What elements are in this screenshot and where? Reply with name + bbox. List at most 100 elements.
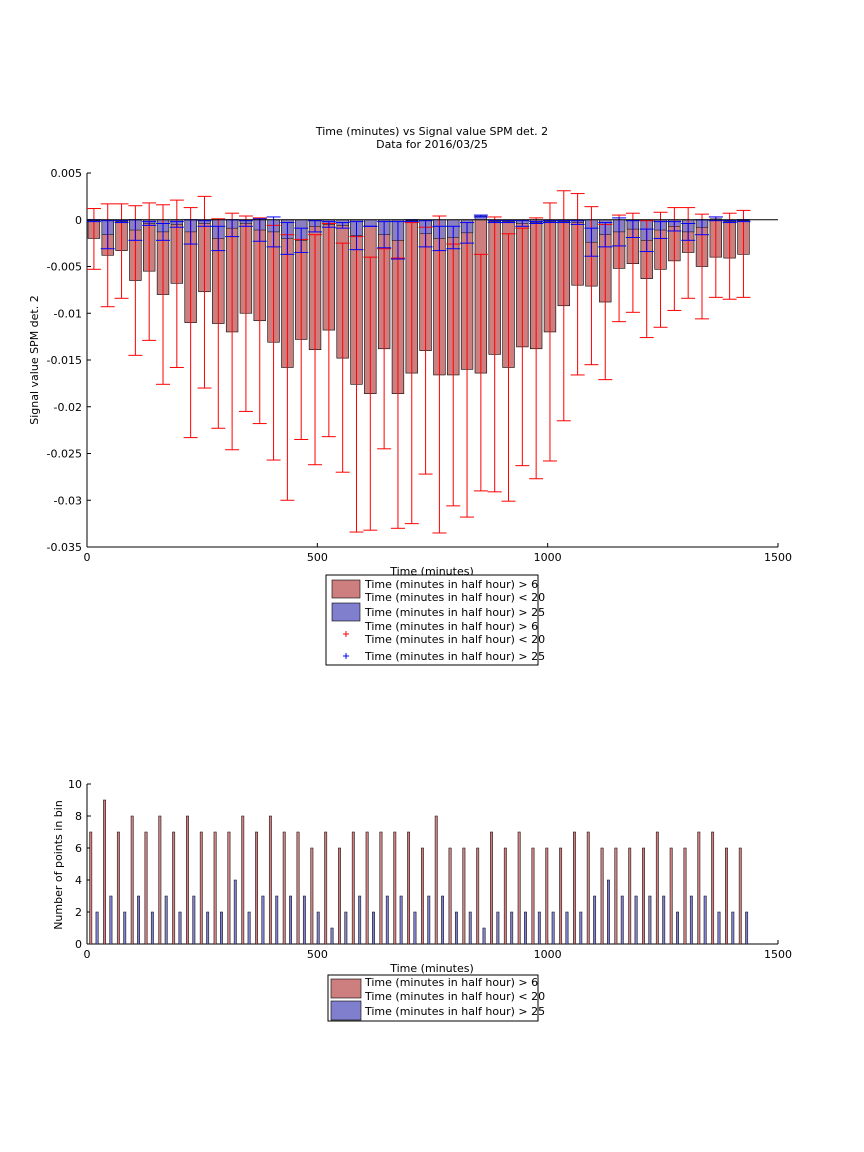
signal-blue-errorbar (722, 220, 737, 224)
signal-blue-errorbar (377, 221, 392, 249)
signal-red-errorbar (252, 217, 267, 425)
count-red-bar (490, 831, 493, 945)
count-chart-y-tick-label: 8 (75, 810, 82, 823)
signal-chart-y-tick-label: 0.005 (51, 167, 83, 180)
legend-label-red-bar-line1: Time (minutes in half hour) > 6 (364, 578, 538, 591)
signal-red-errorbar (681, 207, 696, 299)
signal-chart-legend: Time (minutes in half hour) > 6 Time (mi… (325, 574, 545, 666)
count-blue-bar (233, 879, 237, 945)
signal-blue-errorbar (418, 220, 433, 248)
legend-label-blue-plus: Time (minutes in half hour) > 25 (364, 650, 545, 663)
count-red-bar (158, 815, 162, 945)
count-red-bar (407, 831, 411, 945)
signal-red-errorbar (183, 207, 198, 439)
count-blue-bar (689, 895, 693, 945)
count-blue-bar (510, 911, 514, 945)
signal-red-errorbar (736, 209, 751, 298)
count-blue-bar (164, 895, 168, 945)
signal-chart-y-tick-label: -0.02 (54, 401, 82, 414)
signal-chart-y-axis-label: Signal value SPM det. 2 (28, 295, 41, 425)
count-red-bar (531, 847, 535, 945)
signal-blue-errorbar (252, 218, 267, 242)
count-red-bar (199, 831, 203, 945)
signal-chart-x-tick-label: 0 (84, 551, 91, 564)
signal-red-errorbar (722, 212, 737, 300)
count-red-bar (586, 831, 590, 945)
count-blue-bar (247, 911, 251, 945)
signal-red-errorbar (487, 216, 502, 493)
signal-blue-errorbar (211, 225, 226, 252)
legend-red-plus-marker (343, 631, 349, 637)
signal-red-errorbar (197, 195, 212, 389)
count-red-bar (379, 831, 383, 945)
count-blue-bar (358, 895, 362, 945)
count-chart-legend: Time (minutes in half hour) > 6 Time (mi… (327, 974, 545, 1022)
count-red-bar (503, 847, 507, 945)
signal-red-errorbar (335, 242, 350, 473)
count-chart-y-tick-label: 10 (68, 778, 82, 791)
count-blue-bar (372, 911, 375, 945)
signal-red-errorbar (432, 215, 447, 534)
count-blue-bar (399, 895, 403, 945)
legend-swatch-red-bar (331, 579, 361, 599)
signal-red-errorbar (377, 248, 392, 450)
signal-red-errorbar (363, 256, 378, 531)
count-red-bar (545, 847, 549, 945)
signal-blue-errorbar (335, 222, 350, 229)
count-red-bar (462, 847, 466, 945)
signal-blue-errorbar (473, 214, 488, 218)
count-blue-bar (607, 879, 610, 945)
signal-red-errorbar (238, 215, 253, 412)
count-chart-x-tick-label: 1500 (764, 948, 792, 961)
count-chart-y-tick-label: 6 (75, 842, 82, 855)
signal-chart-x-tick-label: 1000 (534, 551, 562, 564)
count-blue-bar (593, 895, 597, 945)
signal-blue-errorbar (681, 222, 696, 241)
signal-red-errorbar (114, 203, 129, 299)
signal-blue-errorbar (390, 221, 405, 260)
count-blue-bar (192, 895, 196, 945)
signal-red-errorbar (529, 217, 544, 480)
count-red-bar (393, 831, 397, 945)
count-blue-bar (330, 927, 334, 945)
legend-label-red-plus-line2: Time (minutes in half hour) < 20 (364, 633, 545, 646)
count-blue-bar (178, 911, 182, 945)
signal-chart-y-tick-label: -0.015 (47, 354, 82, 367)
count-chart-x-tick-label: 1000 (534, 948, 562, 961)
count-chart-x-tick-label: 0 (84, 948, 91, 961)
count-red-bar (434, 815, 438, 945)
count-blue-bar (468, 911, 472, 945)
signal-red-errorbar (501, 233, 516, 502)
count-blue-bar (524, 911, 527, 945)
count-red-bar (116, 831, 120, 945)
count-red-bar (738, 847, 742, 945)
count-red-bar (255, 831, 258, 945)
legend-label-blue-bar: Time (minutes in half hour) > 25 (364, 606, 545, 619)
count-chart-y-tick-label: 2 (75, 906, 82, 919)
legend-label-blue-bar: Time (minutes in half hour) > 25 (364, 1005, 545, 1018)
signal-blue-errorbar (308, 220, 323, 233)
count-red-bar (172, 831, 176, 945)
legend-box (327, 974, 539, 1022)
count-blue-bar (413, 911, 417, 945)
legend-blue-plus-marker (343, 653, 349, 659)
signal-blue-errorbar (197, 220, 212, 227)
signal-blue-errorbar (446, 225, 461, 250)
signal-blue-errorbar (349, 221, 364, 251)
signal-chart: Time (minutes) vs Signal value SPM det. … (28, 125, 792, 666)
count-red-bar (296, 831, 300, 945)
count-blue-bar (275, 895, 279, 945)
count-blue-bar (261, 895, 265, 945)
signal-blue-errorbar (294, 227, 309, 253)
legend-label-red-bar-line1: Time (minutes in half hour) > 6 (364, 976, 538, 989)
signal-blue-errorbar (598, 222, 613, 248)
count-chart-y-axis-label: Number of points in bin (52, 800, 65, 930)
count-blue-bar (579, 911, 583, 945)
count-red-bar (517, 831, 521, 945)
count-blue-bar (717, 911, 721, 945)
signal-blue-errorbar (639, 228, 654, 253)
legend-label-red-plus-line1: Time (minutes in half hour) > 6 (364, 620, 538, 633)
count-blue-bar (385, 895, 389, 945)
signal-blue-errorbar (501, 220, 516, 224)
count-red-bar (683, 847, 687, 945)
